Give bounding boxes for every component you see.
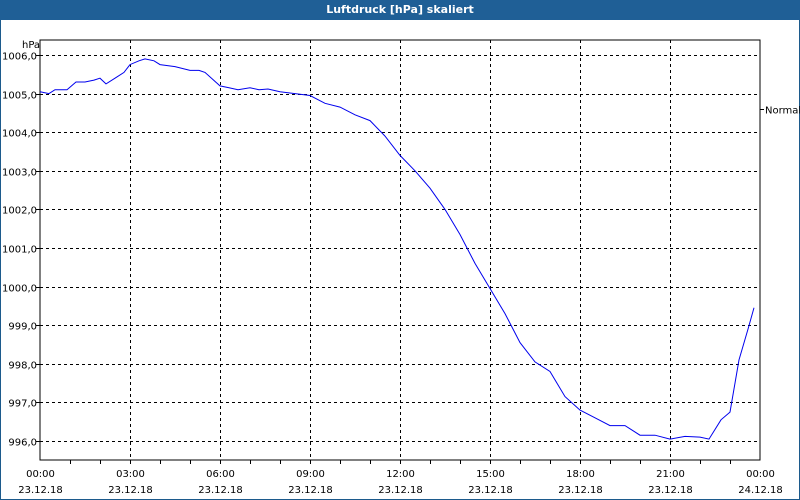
x-tick-time: 09:00: [296, 469, 325, 480]
x-tick-date: 23.12.18: [648, 485, 693, 496]
x-tick-date: 23.12.18: [198, 485, 243, 496]
y-tick-label: 1003,0: [2, 168, 37, 179]
x-tick-time: 06:00: [206, 469, 235, 480]
x-tick-date: 23.12.18: [468, 485, 513, 496]
y-tick-label: 1006,0: [2, 52, 37, 63]
y-tick-label: 1000,0: [2, 284, 37, 295]
y-tick-label: 1005,0: [2, 91, 37, 102]
y-tick-label: 998,0: [8, 361, 37, 372]
x-tick-date: 23.12.18: [18, 485, 63, 496]
y-tick-label: 1002,0: [2, 206, 37, 217]
x-tick-time: 18:00: [566, 469, 595, 480]
x-tick-date: 24.12.18: [738, 485, 783, 496]
x-tick-time: 15:00: [476, 469, 505, 480]
y-axis-label: hPa: [22, 40, 40, 51]
x-tick-date: 23.12.18: [378, 485, 423, 496]
x-tick-time: 00:00: [26, 469, 55, 480]
x-tick-date: 23.12.18: [288, 485, 333, 496]
x-tick-time: 12:00: [386, 469, 415, 480]
y-tick-label: 996,0: [8, 438, 37, 449]
grid: [40, 40, 760, 460]
x-tick-time: 21:00: [656, 469, 685, 480]
y-tick-label: 999,0: [8, 322, 37, 333]
window-title: Luftdruck [hPa] skaliert: [0, 0, 800, 20]
series-line-luftdruck: [39, 58, 755, 440]
x-tick-time: 03:00: [116, 469, 145, 480]
axes: 1006,0 1005,0 1004,0 1003,0 1002,0 1001,0 1000…: [2, 39, 783, 496]
series: [39, 58, 755, 440]
x-tick-date: 23.12.18: [108, 485, 153, 496]
y-tick-label: 1004,0: [2, 129, 37, 140]
reference-label: Normal: [765, 106, 800, 117]
x-tick-time: 00:00: [746, 469, 775, 480]
y-tick-label: 1001,0: [2, 245, 37, 256]
x-tick-date: 23.12.18: [558, 485, 603, 496]
y-tick-label: 997,0: [8, 399, 37, 410]
